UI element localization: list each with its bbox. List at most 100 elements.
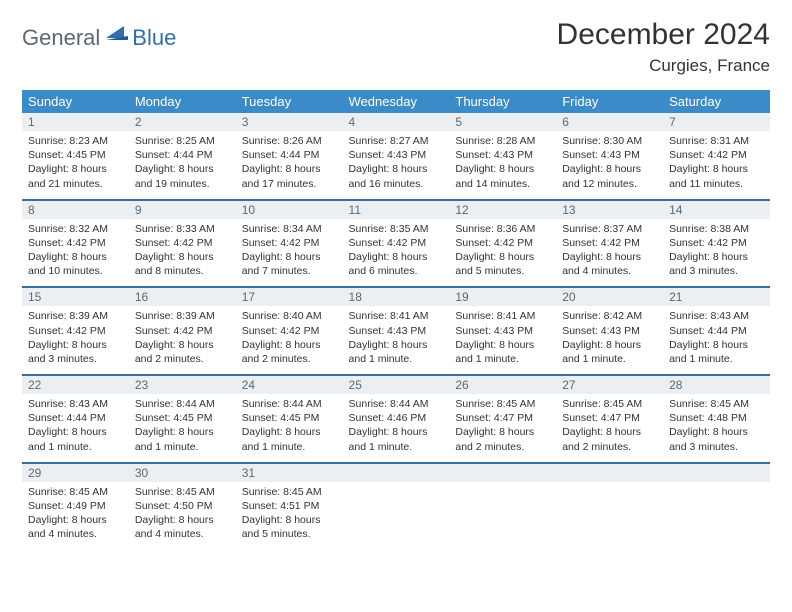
day-number: 28: [663, 375, 770, 394]
sunrise: Sunrise: 8:45 AM: [135, 485, 230, 499]
day-number: [556, 463, 663, 482]
sunset: Sunset: 4:42 PM: [669, 236, 764, 250]
day-detail: Sunrise: 8:44 AMSunset: 4:45 PMDaylight:…: [129, 394, 236, 463]
daylight: Daylight: 8 hours and 1 minute.: [28, 425, 123, 453]
day-number: [343, 463, 450, 482]
day-number: 11: [343, 200, 450, 219]
sunset: Sunset: 4:45 PM: [242, 411, 337, 425]
sunrise: Sunrise: 8:41 AM: [455, 309, 550, 323]
day-number: 19: [449, 287, 556, 306]
day-detail: Sunrise: 8:36 AMSunset: 4:42 PMDaylight:…: [449, 219, 556, 288]
daylight: Daylight: 8 hours and 16 minutes.: [349, 162, 444, 190]
day-detail: Sunrise: 8:33 AMSunset: 4:42 PMDaylight:…: [129, 219, 236, 288]
daylight: Daylight: 8 hours and 10 minutes.: [28, 250, 123, 278]
day-number: 4: [343, 113, 450, 131]
sunrise: Sunrise: 8:30 AM: [562, 134, 657, 148]
sunrise: Sunrise: 8:31 AM: [669, 134, 764, 148]
sunrise: Sunrise: 8:45 AM: [242, 485, 337, 499]
day-detail: Sunrise: 8:41 AMSunset: 4:43 PMDaylight:…: [343, 306, 450, 375]
day-detail-row: Sunrise: 8:39 AMSunset: 4:42 PMDaylight:…: [22, 306, 770, 375]
day-number: 10: [236, 200, 343, 219]
day-number: 27: [556, 375, 663, 394]
dow-mon: Monday: [129, 90, 236, 113]
dow-sun: Sunday: [22, 90, 129, 113]
brand-part1: General: [22, 25, 100, 51]
day-detail: Sunrise: 8:27 AMSunset: 4:43 PMDaylight:…: [343, 131, 450, 200]
day-number: 29: [22, 463, 129, 482]
daylight: Daylight: 8 hours and 5 minutes.: [455, 250, 550, 278]
day-detail: Sunrise: 8:26 AMSunset: 4:44 PMDaylight:…: [236, 131, 343, 200]
day-detail-row: Sunrise: 8:45 AMSunset: 4:49 PMDaylight:…: [22, 482, 770, 550]
day-detail: Sunrise: 8:45 AMSunset: 4:49 PMDaylight:…: [22, 482, 129, 550]
day-detail: Sunrise: 8:38 AMSunset: 4:42 PMDaylight:…: [663, 219, 770, 288]
sunrise: Sunrise: 8:43 AM: [28, 397, 123, 411]
day-detail: Sunrise: 8:31 AMSunset: 4:42 PMDaylight:…: [663, 131, 770, 200]
day-number: 26: [449, 375, 556, 394]
day-detail: Sunrise: 8:44 AMSunset: 4:46 PMDaylight:…: [343, 394, 450, 463]
dow-fri: Friday: [556, 90, 663, 113]
sunrise: Sunrise: 8:33 AM: [135, 222, 230, 236]
day-detail: Sunrise: 8:37 AMSunset: 4:42 PMDaylight:…: [556, 219, 663, 288]
sunset: Sunset: 4:44 PM: [28, 411, 123, 425]
sunset: Sunset: 4:42 PM: [28, 324, 123, 338]
daylight: Daylight: 8 hours and 14 minutes.: [455, 162, 550, 190]
daylight: Daylight: 8 hours and 1 minute.: [242, 425, 337, 453]
sunset: Sunset: 4:42 PM: [242, 324, 337, 338]
daylight: Daylight: 8 hours and 1 minute.: [455, 338, 550, 366]
sunset: Sunset: 4:42 PM: [455, 236, 550, 250]
day-detail: [556, 482, 663, 550]
sunset: Sunset: 4:43 PM: [562, 324, 657, 338]
day-number: 23: [129, 375, 236, 394]
sunrise: Sunrise: 8:45 AM: [28, 485, 123, 499]
page-title: December 2024: [557, 18, 770, 52]
daylight: Daylight: 8 hours and 12 minutes.: [562, 162, 657, 190]
day-detail: Sunrise: 8:23 AMSunset: 4:45 PMDaylight:…: [22, 131, 129, 200]
day-detail: Sunrise: 8:42 AMSunset: 4:43 PMDaylight:…: [556, 306, 663, 375]
daylight: Daylight: 8 hours and 4 minutes.: [135, 513, 230, 541]
brand-part2: Blue: [132, 25, 176, 51]
sunset: Sunset: 4:42 PM: [135, 324, 230, 338]
daylight: Daylight: 8 hours and 4 minutes.: [28, 513, 123, 541]
sunrise: Sunrise: 8:38 AM: [669, 222, 764, 236]
sunset: Sunset: 4:46 PM: [349, 411, 444, 425]
day-number: 16: [129, 287, 236, 306]
sunset: Sunset: 4:44 PM: [242, 148, 337, 162]
day-number: 2: [129, 113, 236, 131]
dow-row: Sunday Monday Tuesday Wednesday Thursday…: [22, 90, 770, 113]
daylight: Daylight: 8 hours and 2 minutes.: [135, 338, 230, 366]
day-detail: Sunrise: 8:43 AMSunset: 4:44 PMDaylight:…: [663, 306, 770, 375]
day-number: [663, 463, 770, 482]
sunrise: Sunrise: 8:35 AM: [349, 222, 444, 236]
day-num-row: 1234567: [22, 113, 770, 131]
day-detail: Sunrise: 8:35 AMSunset: 4:42 PMDaylight:…: [343, 219, 450, 288]
sunset: Sunset: 4:48 PM: [669, 411, 764, 425]
sunrise: Sunrise: 8:45 AM: [669, 397, 764, 411]
day-detail: Sunrise: 8:34 AMSunset: 4:42 PMDaylight:…: [236, 219, 343, 288]
day-number: 12: [449, 200, 556, 219]
sunrise: Sunrise: 8:26 AM: [242, 134, 337, 148]
daylight: Daylight: 8 hours and 21 minutes.: [28, 162, 123, 190]
day-detail-row: Sunrise: 8:23 AMSunset: 4:45 PMDaylight:…: [22, 131, 770, 200]
sunrise: Sunrise: 8:27 AM: [349, 134, 444, 148]
daylight: Daylight: 8 hours and 3 minutes.: [669, 425, 764, 453]
sunrise: Sunrise: 8:36 AM: [455, 222, 550, 236]
day-number: 9: [129, 200, 236, 219]
dow-sat: Saturday: [663, 90, 770, 113]
sunrise: Sunrise: 8:45 AM: [562, 397, 657, 411]
day-number: 3: [236, 113, 343, 131]
dow-tue: Tuesday: [236, 90, 343, 113]
day-detail: [343, 482, 450, 550]
day-detail: Sunrise: 8:25 AMSunset: 4:44 PMDaylight:…: [129, 131, 236, 200]
day-num-row: 891011121314: [22, 200, 770, 219]
day-detail: [663, 482, 770, 550]
day-number: 8: [22, 200, 129, 219]
daylight: Daylight: 8 hours and 3 minutes.: [669, 250, 764, 278]
sunrise: Sunrise: 8:39 AM: [28, 309, 123, 323]
brand-logo: General Blue: [22, 24, 176, 51]
day-detail: Sunrise: 8:41 AMSunset: 4:43 PMDaylight:…: [449, 306, 556, 375]
sunrise: Sunrise: 8:23 AM: [28, 134, 123, 148]
sunrise: Sunrise: 8:39 AM: [135, 309, 230, 323]
sunset: Sunset: 4:42 PM: [135, 236, 230, 250]
day-num-row: 22232425262728: [22, 375, 770, 394]
sunset: Sunset: 4:45 PM: [28, 148, 123, 162]
